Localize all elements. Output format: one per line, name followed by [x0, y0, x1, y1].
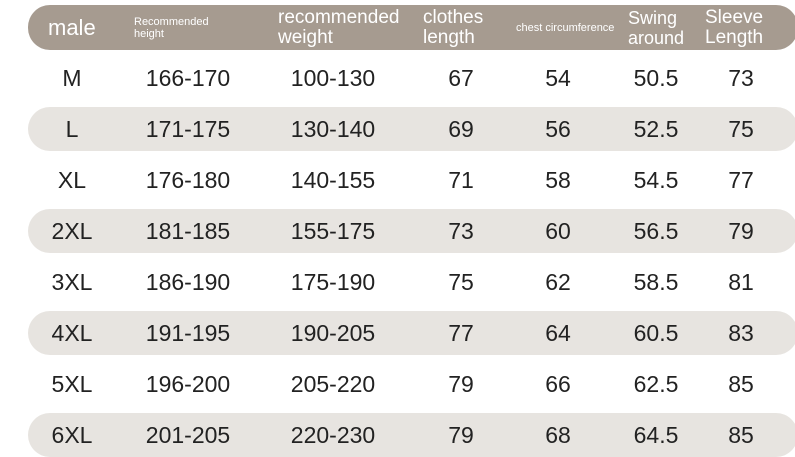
- header-chest: chest circumference: [516, 21, 615, 34]
- cell-length: 69: [448, 115, 474, 142]
- cell-size: 6XL: [51, 421, 93, 448]
- cell-sleeve: 83: [728, 319, 754, 346]
- cell-chest: 64: [545, 319, 571, 346]
- cell-height: 186-190: [145, 268, 231, 295]
- cell-height: 176-180: [145, 166, 231, 193]
- cell-height: 181-185: [145, 217, 231, 244]
- cell-chest: 58: [545, 166, 571, 193]
- table-row: 3XL 186-190 175-190 75 62 58.5 81: [28, 260, 795, 304]
- cell-height: 201-205: [145, 421, 231, 448]
- header-size: male: [48, 14, 96, 40]
- cell-length: 73: [448, 217, 474, 244]
- cell-weight: 205-220: [290, 370, 376, 397]
- cell-swing: 60.5: [633, 319, 679, 346]
- cell-sleeve: 79: [728, 217, 754, 244]
- cell-chest: 68: [545, 421, 571, 448]
- cell-sleeve: 85: [728, 370, 754, 397]
- cell-weight: 130-140: [290, 115, 376, 142]
- header-sleeve: Sleeve Length: [705, 6, 764, 48]
- cell-height: 191-195: [145, 319, 231, 346]
- cell-size: 3XL: [51, 268, 93, 295]
- cell-weight: 100-130: [290, 64, 376, 91]
- cell-chest: 62: [545, 268, 571, 295]
- cell-sleeve: 77: [728, 166, 754, 193]
- cell-length: 79: [448, 370, 474, 397]
- cell-size: 2XL: [51, 217, 93, 244]
- table-row: M 166-170 100-130 67 54 50.5 73: [28, 56, 795, 100]
- cell-swing: 56.5: [633, 217, 679, 244]
- cell-weight: 140-155: [290, 166, 376, 193]
- cell-length: 75: [448, 268, 474, 295]
- table-row: 5XL 196-200 205-220 79 66 62.5 85: [28, 362, 795, 406]
- cell-swing: 62.5: [633, 370, 679, 397]
- cell-length: 67: [448, 64, 474, 91]
- cell-sleeve: 75: [728, 115, 754, 142]
- table-row: 4XL 191-195 190-205 77 64 60.5 83: [28, 311, 795, 355]
- table-header: male Recommended height recommended weig…: [28, 5, 795, 50]
- cell-chest: 66: [545, 370, 571, 397]
- cell-size: XL: [57, 166, 87, 193]
- header-height: Recommended height: [134, 15, 209, 40]
- cell-swing: 50.5: [633, 64, 679, 91]
- cell-length: 79: [448, 421, 474, 448]
- cell-weight: 155-175: [290, 217, 376, 244]
- cell-weight: 220-230: [290, 421, 376, 448]
- cell-height: 166-170: [145, 64, 231, 91]
- cell-chest: 56: [545, 115, 571, 142]
- table-row: 6XL 201-205 220-230 79 68 64.5 85: [28, 413, 795, 457]
- cell-weight: 190-205: [290, 319, 376, 346]
- cell-height: 196-200: [145, 370, 231, 397]
- header-weight: recommended weight: [278, 6, 400, 48]
- header-swing: Swing around: [628, 7, 685, 48]
- cell-swing: 52.5: [633, 115, 679, 142]
- cell-chest: 54: [545, 64, 571, 91]
- cell-size: 5XL: [51, 370, 93, 397]
- cell-sleeve: 81: [728, 268, 754, 295]
- cell-height: 171-175: [145, 115, 231, 142]
- cell-length: 77: [448, 319, 474, 346]
- cell-size: 4XL: [51, 319, 93, 346]
- cell-weight: 175-190: [290, 268, 376, 295]
- table-row: L 171-175 130-140 69 56 52.5 75: [28, 107, 795, 151]
- cell-sleeve: 85: [728, 421, 754, 448]
- cell-swing: 58.5: [633, 268, 679, 295]
- cell-size: L: [65, 115, 79, 142]
- cell-chest: 60: [545, 217, 571, 244]
- table-row: 2XL 181-185 155-175 73 60 56.5 79: [28, 209, 795, 253]
- table-row: XL 176-180 140-155 71 58 54.5 77: [28, 158, 795, 202]
- cell-sleeve: 73: [728, 64, 754, 91]
- header-length: clothes length: [423, 6, 484, 48]
- cell-length: 71: [448, 166, 474, 193]
- cell-swing: 64.5: [633, 421, 679, 448]
- cell-size: M: [62, 64, 82, 91]
- cell-swing: 54.5: [633, 166, 679, 193]
